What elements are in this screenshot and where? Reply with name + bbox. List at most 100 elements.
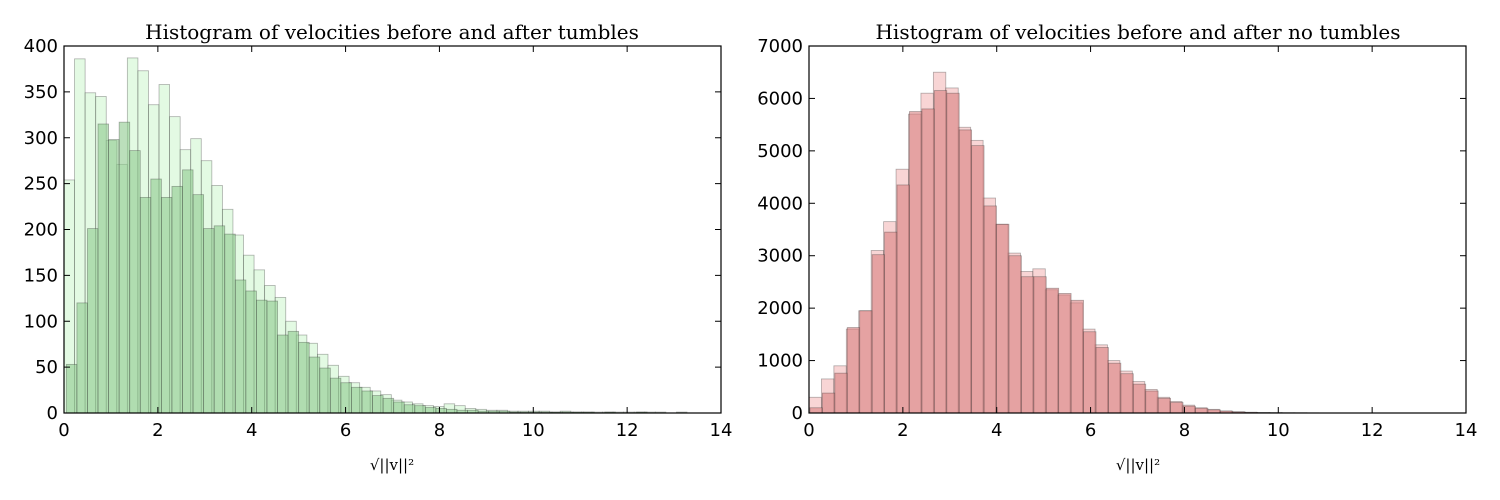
left-x-tick-label-14: 14 [710, 420, 733, 441]
left-y-tick-label-250: 250 [24, 174, 58, 195]
right-y-tick-label-5000: 5000 [757, 141, 803, 162]
right-series-2-bar-27 [1132, 383, 1147, 414]
right-series-2-bar-6 [871, 254, 885, 414]
left-series-2-bar-10 [160, 196, 173, 414]
left-series-2-bar-20 [266, 300, 278, 414]
right-series-2-bar-21 [1058, 293, 1072, 414]
left-series-2-bar-19 [256, 299, 268, 414]
left-series-2-bar-6 [118, 121, 131, 414]
right-y-tick-label-2000: 2000 [757, 298, 803, 319]
right-y-tick-label-6000: 6000 [757, 88, 803, 109]
right-series-2-bar-17 [1008, 255, 1022, 414]
left-series-2-bar-27 [340, 382, 352, 414]
right-series-2-bar-24 [1095, 347, 1109, 414]
left-series-2-bar-7 [129, 150, 141, 414]
left-y-tick-label-100: 100 [24, 311, 58, 332]
left-series-2-bar-30 [372, 395, 384, 414]
left-series-2-bar-33 [403, 404, 416, 414]
left-x-tick-label-2: 2 [152, 420, 163, 441]
left-y-tick-label-200: 200 [24, 220, 58, 241]
left-x-tick-label-4: 4 [246, 420, 257, 441]
right-histogram-panel: Histogram of velocities before and after… [757, 20, 1477, 474]
right-series-2-bar-32 [1195, 407, 1209, 414]
right-x-tick-label-8: 8 [1179, 420, 1190, 441]
left-series-2-bar-11 [171, 185, 183, 414]
left-series-2-bar-24 [308, 356, 321, 414]
left-series-2-bar-14 [203, 228, 215, 414]
right-series-2-bar-11 [933, 90, 948, 414]
right-y-tick-label-4000: 4000 [757, 193, 803, 214]
right-plot-area [808, 45, 1467, 414]
left-series-2-bar-23 [298, 341, 310, 414]
left-series-2-bar-2 [76, 302, 88, 414]
left-y-tick-label-50: 50 [35, 357, 58, 378]
right-series-2-bar-10 [921, 108, 935, 414]
right-x-tick-label-0: 0 [803, 420, 814, 441]
right-y-tick-label-3000: 3000 [757, 246, 803, 267]
right-series-2-bar-4 [846, 327, 861, 414]
right-series-2-bar-14 [971, 145, 985, 414]
left-y-tick-label-150: 150 [24, 265, 58, 286]
left-y-tick-label-300: 300 [24, 128, 58, 149]
left-series-2-bar-16 [224, 233, 236, 414]
left-y-tick-label-400: 400 [24, 36, 58, 57]
right-x-tick-label-6: 6 [1085, 420, 1096, 441]
right-series-2-bar-8 [896, 184, 910, 414]
left-series-2-bar-26 [329, 377, 342, 414]
right-series-2-bar-20 [1045, 287, 1060, 414]
right-x-tick-label-14: 14 [1455, 420, 1478, 441]
left-x-tick-label-10: 10 [522, 420, 545, 441]
left-series-2-bar-21 [277, 334, 289, 414]
right-series-2-bar-19 [1033, 276, 1047, 414]
left-series-2-bar-5 [108, 139, 120, 414]
left-axis-ticks: 0 2 4 6 8 10 12 14 0 50 100 150 200 250 300 350 400 [24, 36, 733, 441]
left-chart-title: Histogram of velocities before and after… [145, 20, 639, 44]
left-series-2-bar-36 [435, 408, 447, 414]
left-series-2-bar-15 [213, 225, 226, 414]
right-x-tick-label-2: 2 [897, 420, 908, 441]
right-series-2-bar-3 [834, 372, 848, 414]
right-series-2-bar-29 [1157, 397, 1171, 414]
right-chart-title: Histogram of velocities before and after… [875, 20, 1400, 44]
right-series-2-bar-15 [983, 205, 997, 414]
right-series-2-bar-5 [859, 310, 873, 414]
right-x-axis-label: √||v||² [1116, 456, 1160, 474]
right-series-2-bar-1 [809, 407, 823, 414]
right-x-tick-label-10: 10 [1267, 420, 1290, 441]
left-x-axis-label: √||v||² [370, 456, 414, 474]
left-series-2-bar-3 [87, 228, 99, 414]
right-series-2-bar-12 [946, 92, 960, 414]
right-y-tick-label-1000: 1000 [757, 351, 803, 372]
right-series-2-bar-26 [1120, 373, 1134, 414]
left-series-2-bar-35 [424, 407, 437, 414]
right-series-2-bar-9 [909, 111, 923, 414]
left-x-tick-label-8: 8 [434, 420, 445, 441]
right-series-2-bar-13 [958, 129, 973, 414]
left-series-2-bar-17 [234, 279, 247, 414]
left-histogram-bars [63, 57, 688, 414]
right-series-2-bar-28 [1145, 390, 1159, 414]
right-y-tick-label-7000: 7000 [757, 36, 803, 57]
right-histogram-bars [808, 71, 1467, 414]
right-series-2-bar-22 [1070, 299, 1084, 414]
right-y-tick-label-0: 0 [792, 403, 803, 424]
right-series-2-bar-30 [1170, 402, 1184, 414]
left-series-2-bar-13 [192, 194, 205, 414]
right-series-2-bar-7 [884, 231, 898, 414]
left-series-2-bar-8 [139, 196, 152, 414]
left-series-2-bar-18 [245, 290, 257, 414]
left-series-2-bar-28 [351, 386, 363, 414]
left-series-2-bar-1 [65, 363, 78, 414]
left-series-2-bar-32 [393, 401, 405, 414]
left-y-tick-label-0: 0 [47, 403, 58, 424]
left-plot-area [63, 45, 722, 414]
left-y-tick-label-350: 350 [24, 82, 58, 103]
left-x-tick-label-6: 6 [340, 420, 351, 441]
right-series-2-bar-23 [1083, 331, 1097, 414]
right-series-2-bar-25 [1108, 362, 1122, 414]
right-series-2-bar-16 [996, 223, 1010, 414]
right-x-tick-label-12: 12 [1361, 420, 1384, 441]
left-x-tick-label-12: 12 [616, 420, 639, 441]
left-series-2-bar-4 [97, 123, 109, 414]
